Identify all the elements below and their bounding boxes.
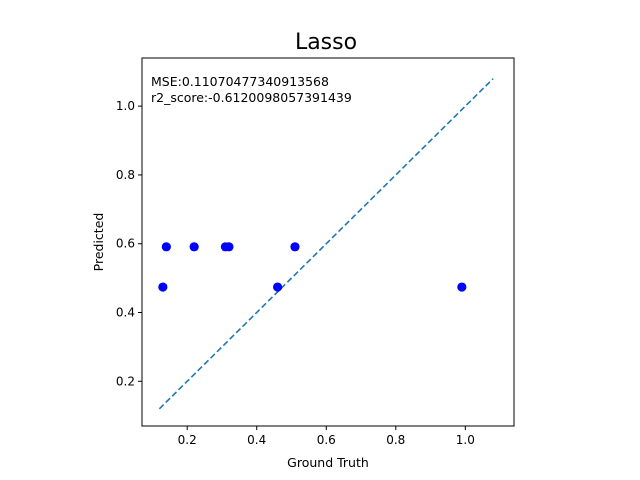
r2-score-annotation: r2_score:-0.6120098057391439 (151, 90, 352, 105)
axes-frame (141, 57, 515, 427)
x-axis-label: Ground Truth (287, 455, 369, 470)
y-tick-label: 0.8 (116, 168, 135, 182)
y-axis-ticks: 0.2 0.4 0.6 0.8 1.0 (116, 99, 142, 388)
data-point (158, 282, 168, 292)
reference-line (158, 78, 494, 410)
data-point (189, 242, 199, 252)
data-point (224, 242, 234, 252)
x-tick-label: 0.2 (178, 433, 197, 447)
data-point (272, 282, 283, 292)
y-tick-label: 1.0 (116, 99, 135, 113)
x-tick-label: 0.6 (317, 433, 336, 447)
data-point (457, 282, 467, 292)
data-point (290, 242, 300, 252)
data-point (161, 242, 171, 252)
x-tick-label: 1.0 (456, 433, 475, 447)
x-tick-label: 0.4 (247, 433, 266, 447)
data-points-layer (158, 242, 467, 292)
y-tick-label: 0.6 (116, 237, 135, 251)
reference-line-layer (158, 78, 494, 410)
x-axis-ticks: 0.2 0.4 0.6 0.8 1.0 (178, 426, 475, 447)
x-tick-label: 0.8 (386, 433, 405, 447)
mse-annotation: MSE:0.11070477340913568 (151, 74, 329, 89)
chart-title: Lasso (295, 30, 357, 55)
y-tick-label: 0.2 (116, 374, 135, 388)
y-axis-label: Predicted (91, 213, 106, 272)
y-tick-label: 0.4 (116, 306, 135, 320)
plot-area: 0.2 0.4 0.6 0.8 1.0 0.2 0.4 0.6 0.8 1.0 MSE:0.11… (116, 57, 515, 447)
